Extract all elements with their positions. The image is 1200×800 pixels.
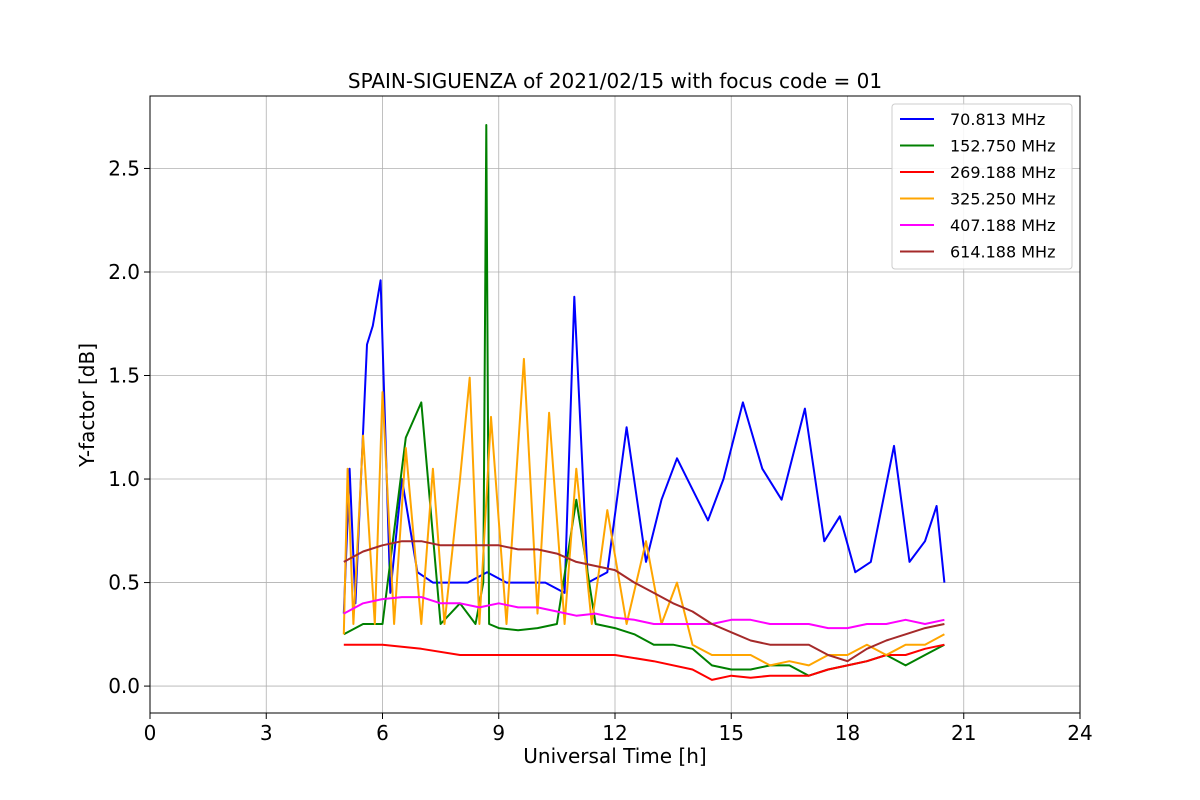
legend-label: 269.188 MHz — [950, 163, 1055, 182]
legend-label: 70.813 MHz — [950, 110, 1045, 129]
y-tick-label: 0.5 — [108, 571, 140, 595]
legend-label: 407.188 MHz — [950, 216, 1055, 235]
series-line-0 — [342, 279, 946, 614]
legend-label: 152.750 MHz — [950, 137, 1055, 156]
x-tick-label: 12 — [602, 721, 627, 745]
y-tick-label: 1.0 — [108, 467, 140, 491]
y-tick-label: 0.0 — [108, 674, 140, 698]
series-line-5 — [343, 540, 945, 663]
y-tick-label: 1.5 — [108, 364, 140, 388]
series-line-4 — [343, 596, 945, 630]
x-tick-label: 21 — [951, 721, 976, 745]
legend-box — [891, 103, 1073, 270]
x-tick-label: 6 — [376, 721, 389, 745]
series-line-3 — [342, 357, 945, 667]
legend-label: 614.188 MHz — [950, 243, 1055, 262]
legend-label: 325.250 MHz — [950, 190, 1055, 209]
x-tick-label: 9 — [492, 721, 505, 745]
x-tick-label: 18 — [835, 721, 860, 745]
y-tick-label: 2.0 — [108, 260, 140, 284]
x-tick-label: 15 — [719, 721, 744, 745]
series-line-1 — [343, 124, 945, 677]
x-axis-label: Universal Time [h] — [523, 744, 706, 768]
x-tick-label: 24 — [1067, 721, 1092, 745]
legend: 70.813 MHz 152.750 MHz 269.188 MHz 325.250 … — [891, 103, 1073, 270]
x-tick-label: 3 — [260, 721, 273, 745]
y-tick-label: 2.5 — [108, 156, 140, 180]
x-tick-label: 0 — [144, 721, 157, 745]
series-line-2 — [343, 643, 945, 681]
y-axis-label: Y-factor [dB] — [75, 343, 99, 468]
chart-title: SPAIN-SIGUENZA of 2021/02/15 with focus … — [348, 69, 882, 93]
